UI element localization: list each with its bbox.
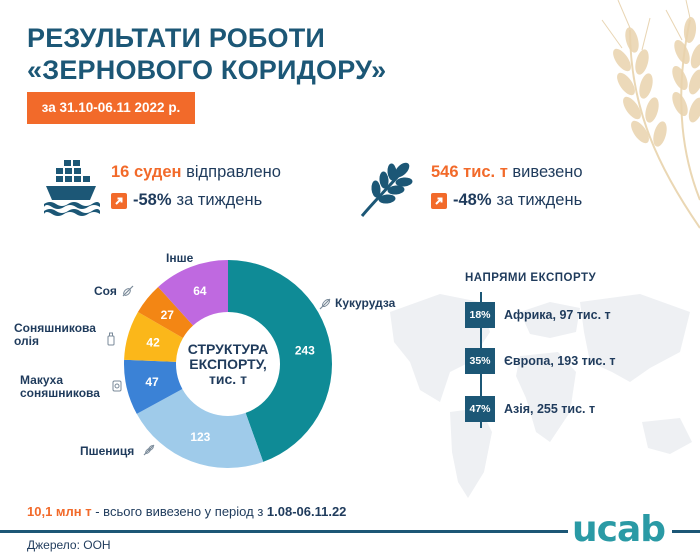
directions-title: НАПРЯМИ ЕКСПОРТУ [465,272,597,284]
sunflower-meal-icon [112,380,122,392]
donut-slice [158,260,228,326]
wheat-ear-icon [360,162,413,217]
ucab-logo: ucab [568,510,672,550]
tonnage-stat: 546 тис. т вивезено -48% за тиждень [431,163,583,210]
direction-label: Європа, 193 тис. т [504,354,616,368]
oil-bottle-icon [107,332,115,346]
ship-icon [44,160,100,216]
arrow-up-right-icon [111,192,127,209]
label-wheat: Пшениця [80,444,135,458]
footer-divider [0,530,700,556]
tonnage-value: 546 [431,163,459,181]
wheat-icon [143,444,155,456]
direction-label: Африка, 97 тис. т [504,308,611,322]
label-oil-line-1: Соняшникова [14,321,96,335]
ships-verb: відправлено [186,163,281,181]
donut-value-label: 64 [193,284,207,298]
donut-value-label: 47 [145,375,159,389]
direction-row: 35% Європа, 193 тис. т [465,348,615,374]
total-text: - всього вивезено у період з [91,504,267,519]
arrow-up-right-icon [431,192,447,209]
total-period: 1.08-06.11.22 [266,504,347,519]
donut-value-label: 27 [161,308,175,322]
donut-value-label: 123 [190,430,210,444]
label-other: Інше [166,251,194,265]
tonnage-change: -48% [453,191,492,209]
donut-slice [228,260,332,462]
donut-slice [124,359,183,414]
title-line-2: «ЗЕРНОВОГО КОРИДОРУ» [27,55,387,85]
ships-stat: 16 суден відправлено -58% за тиждень [111,163,281,210]
label-corn: Кукурудза [335,296,396,310]
direction-row: 47% Азія, 255 тис. т [465,396,595,422]
direction-pct: 18% [465,302,495,328]
page-title: РЕЗУЛЬТАТИ РОБОТИ «ЗЕРНОВОГО КОРИДОРУ» [27,22,467,86]
donut-slice [136,388,264,468]
date-badge: за 31.10-06.11 2022 р. [27,92,195,124]
center-label-line-3: тис. т [209,371,247,387]
direction-label: Азія, 255 тис. т [504,402,596,416]
tonnage-verb: вивезено [512,163,583,181]
soy-icon [122,285,134,297]
label-meal-line-1: Макуха [20,373,63,387]
title-line-1: РЕЗУЛЬТАТИ РОБОТИ [27,23,326,53]
tonnage-change-suffix: за тиждень [496,191,583,209]
ships-change: -58% [133,191,172,209]
corn-icon [319,298,331,310]
label-meal: Макуха соняшникова [20,374,100,400]
ships-unit: суден [133,163,182,181]
label-soy: Соя [94,284,117,298]
center-label-line-1: СТРУКТУРА [187,341,269,357]
center-label-line-2: ЕКСПОРТУ, [189,356,267,372]
donut-center-label: СТРУКТУРА ЕКСПОРТУ, тис. т [178,342,278,387]
label-meal-line-2: соняшникова [20,386,100,400]
label-oil: Соняшникова олія [14,322,96,348]
direction-pct: 47% [465,396,495,422]
donut-slice [137,286,194,338]
source-note: Джерело: ООН [27,538,111,552]
direction-pct: 35% [465,348,495,374]
donut-slice [124,312,183,362]
ships-change-suffix: за тиждень [176,191,263,209]
label-oil-line-2: олія [14,334,39,348]
direction-row: 18% Африка, 97 тис. т [465,302,611,328]
donut-value-label: 42 [146,335,160,349]
donut-value-label: 243 [295,344,315,358]
tonnage-unit: тис. т [463,163,508,181]
ships-value: 16 [111,163,130,181]
wheat-decoration-icon [601,0,700,229]
total-exported: 10,1 млн т - всього вивезено у період з … [27,504,346,519]
total-value: 10,1 млн т [27,504,92,519]
